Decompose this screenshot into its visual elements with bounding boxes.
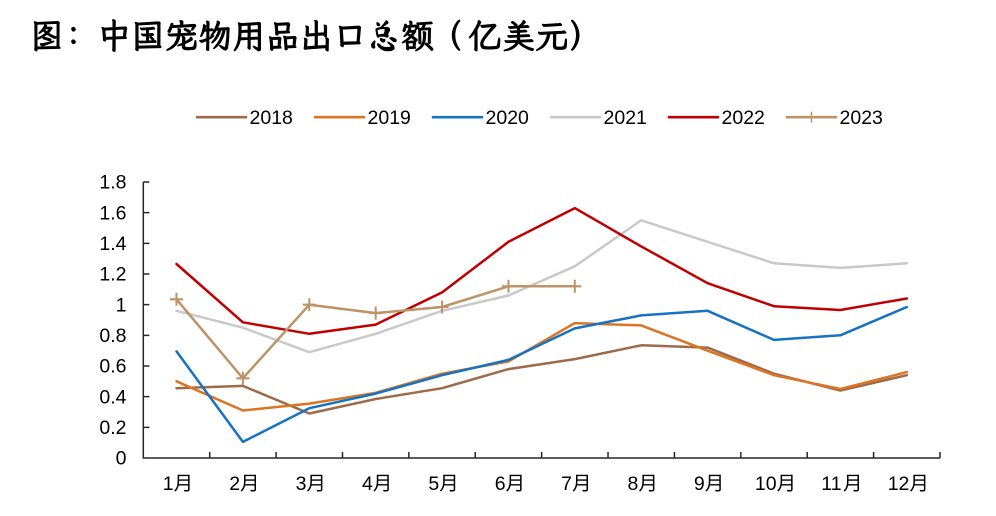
svg-text:12: 12 (888, 473, 910, 495)
svg-text:9: 9 (694, 473, 705, 495)
svg-text:0.6: 0.6 (99, 356, 126, 378)
svg-text:2019: 2019 (368, 107, 411, 129)
svg-text:2018: 2018 (250, 107, 293, 129)
svg-text:2023: 2023 (840, 107, 883, 129)
svg-text:2022: 2022 (722, 107, 765, 129)
svg-text:0.2: 0.2 (99, 417, 126, 439)
svg-text:2020: 2020 (486, 107, 530, 129)
svg-text:1.8: 1.8 (99, 172, 126, 194)
svg-text:6: 6 (495, 473, 506, 495)
svg-text:1.6: 1.6 (99, 202, 126, 224)
svg-text:2: 2 (229, 473, 240, 495)
svg-text:11: 11 (821, 473, 841, 495)
svg-text:0.8: 0.8 (99, 325, 126, 347)
svg-text:0.4: 0.4 (99, 386, 126, 408)
svg-text:1: 1 (116, 294, 127, 316)
svg-text:8: 8 (628, 473, 639, 495)
svg-text:2021: 2021 (604, 107, 647, 129)
svg-text:0: 0 (116, 448, 127, 470)
svg-text:1.2: 1.2 (99, 264, 126, 286)
svg-text:7: 7 (561, 473, 572, 495)
svg-text:1.4: 1.4 (99, 233, 126, 255)
svg-text:5: 5 (428, 473, 439, 495)
svg-text:1: 1 (163, 473, 174, 495)
svg-text:3: 3 (296, 473, 307, 495)
svg-text:10: 10 (755, 473, 777, 495)
svg-text:4: 4 (362, 473, 373, 495)
